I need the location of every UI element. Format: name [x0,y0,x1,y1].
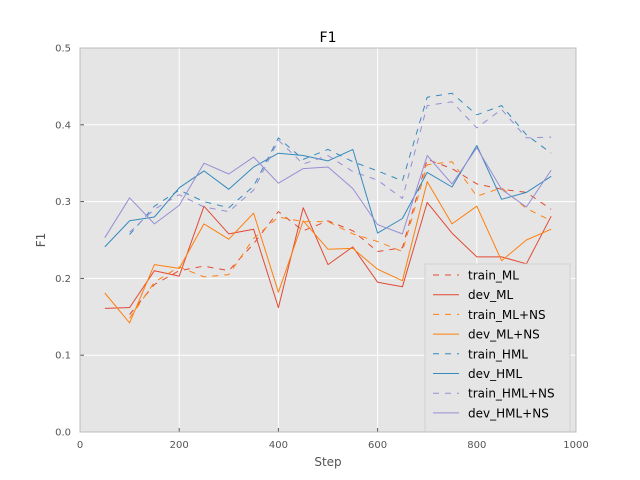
y-axis-label: F1 [34,233,48,248]
y-tick-label: 0.4 [55,120,71,131]
y-tick-label: 0.5 [55,44,71,55]
y-tick-label: 0.3 [55,197,71,208]
x-tick-label: 0 [77,440,83,451]
legend-label: dev_ML [468,288,513,302]
series-line-dev-hml [104,145,552,248]
legend-label: dev_HML [468,367,522,381]
x-tick-label: 800 [467,440,486,451]
legend-label: dev_ML+NS [468,328,540,342]
y-tick-label: 0.0 [55,428,71,439]
legend-label: dev_HML+NS [468,406,549,420]
series-line-train-hml-ns [129,101,552,233]
series-line-train-ml-ns [129,161,552,319]
y-tick-label: 0.1 [55,351,71,362]
legend-box [424,263,571,433]
axis-ticks: 0 200 400 600 800 1000 0.0 0.1 0.2 0.3 0.4 0.5 [55,44,589,452]
legend: train_ML dev_ML train_ML+NS dev_ML+NS train_… [424,263,571,433]
chart-title: F1 [320,30,337,46]
x-tick-label: 1000 [563,440,588,451]
x-tick-label: 200 [170,440,189,451]
legend-label: train_HML [468,347,528,361]
legend-label: train_HML+NS [468,387,555,401]
plot-border [79,47,577,433]
legend-label: train_ML [468,269,519,283]
y-tick-label: 0.2 [55,274,71,285]
x-tick-label: 400 [269,440,288,451]
series-lines [104,92,552,324]
x-axis-label: Step [314,455,341,469]
series-line-dev-ml [104,201,552,309]
series-line-dev-ml-ns [104,181,552,324]
series-line-train-ml [129,158,552,315]
x-tick-label: 600 [368,440,387,451]
series-line-dev-hml-ns [104,147,552,238]
legend-label: train_ML+NS [468,308,546,322]
